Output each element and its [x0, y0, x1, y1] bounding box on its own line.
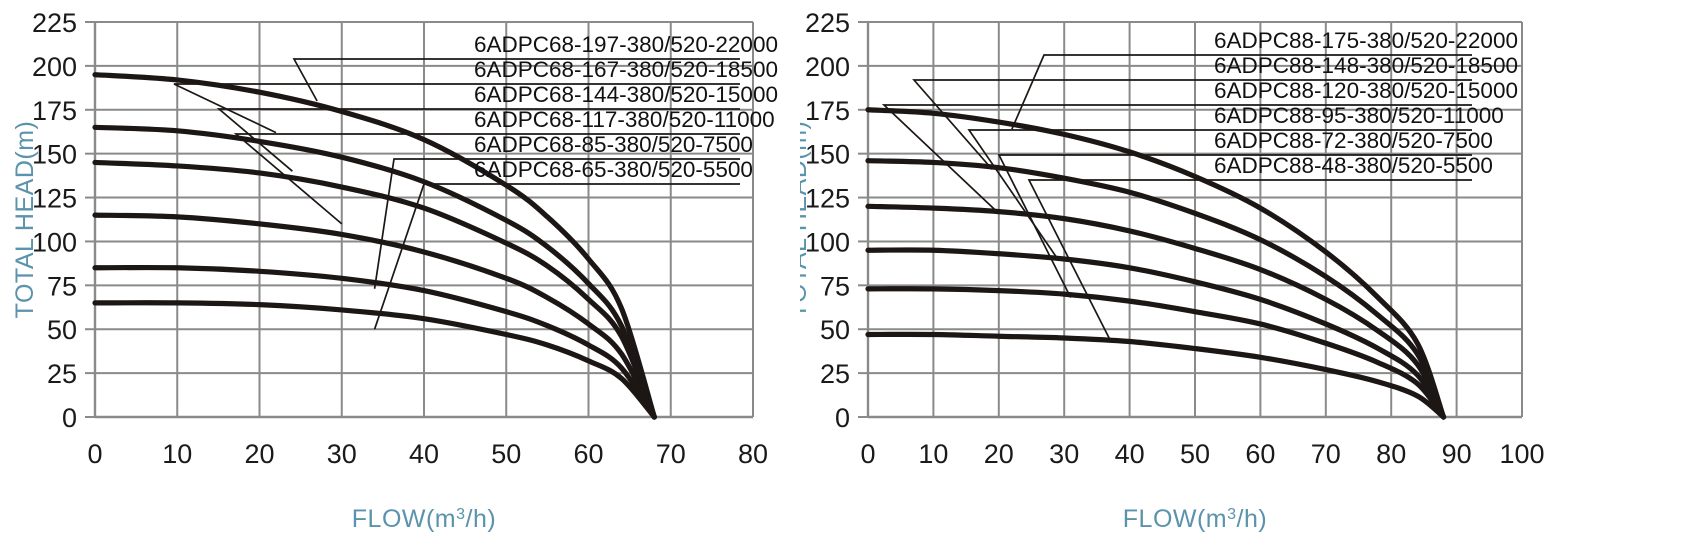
y-tick-label: 0 — [835, 403, 850, 433]
y-axis-tick-labels: 0 25 50 75 100 125 150 175 200 225 — [805, 8, 850, 433]
legend-leader-line — [997, 154, 1214, 298]
x-axis-tick-labels: 0 10 20 30 40 50 60 70 80 — [87, 439, 768, 469]
legend-leader-line — [912, 79, 1214, 171]
x-tick-label: 70 — [656, 439, 686, 469]
performance-curve — [865, 203, 1447, 420]
legend-label: 6ADPC68-85-380/520-7500 — [474, 132, 753, 157]
x-tick-label: 10 — [918, 439, 948, 469]
tick-marks — [85, 21, 95, 418]
y-tick-label: 0 — [62, 403, 77, 433]
y-tick-label: 150 — [805, 140, 850, 170]
legend-label: 6ADPC68-144-380/520-15000 — [474, 82, 778, 107]
legend-leader-line — [967, 129, 1214, 260]
x-tick-label: 30 — [1049, 439, 1079, 469]
x-tick-label: 0 — [87, 439, 102, 469]
x-tick-label: 50 — [1180, 439, 1210, 469]
y-tick-label: 200 — [805, 52, 850, 82]
performance-curve — [865, 158, 1447, 420]
legend-label: 6ADPC68-65-380/520-5500 — [474, 157, 753, 182]
performance-chart-6adpc68: 0 25 50 75 100 125 150 175 200 225 0 10 20 30 40 50 60 70… — [11, 8, 778, 533]
x-tick-label: 20 — [984, 439, 1014, 469]
chart-panel-6adpc88: 0 25 50 75 100 125 150 175 200 225 0 10 20 30 40 50 60 70… — [800, 0, 1708, 557]
performance-curve — [865, 107, 1447, 420]
y-tick-label: 75 — [47, 271, 77, 301]
legend-leader-line — [881, 104, 1214, 215]
x-tick-label: 90 — [1442, 439, 1472, 469]
performance-curve — [865, 331, 1447, 420]
y-tick-label: 225 — [32, 8, 77, 38]
y-tick-label: 200 — [32, 52, 77, 82]
x-tick-label: 50 — [491, 439, 521, 469]
y-tick-label: 25 — [47, 359, 77, 389]
legend-leader-line — [216, 108, 474, 172]
y-tick-label: 125 — [32, 184, 77, 214]
performance-curves — [92, 72, 657, 420]
x-axis-tick-labels: 0 10 20 30 40 50 60 70 80 90 100 — [860, 439, 1544, 469]
chart-panel-6adpc68: 0 25 50 75 100 125 150 175 200 225 0 10 20 30 40 50 60 70… — [0, 0, 790, 557]
y-tick-label: 175 — [32, 96, 77, 126]
x-tick-label: 60 — [573, 439, 603, 469]
legend-label: 6ADPC88-72-380/520-7500 — [1214, 128, 1493, 153]
tick-marks — [858, 21, 868, 418]
curve-legend: 6ADPC68-197-380/520-220006ADPC68-167-380… — [173, 32, 778, 330]
x-tick-label: 10 — [162, 439, 192, 469]
performance-curve — [92, 159, 657, 420]
performance-curve — [865, 286, 1447, 420]
x-tick-label: 0 — [860, 439, 875, 469]
y-tick-label: 50 — [47, 315, 77, 345]
legend-label: 6ADPC88-48-380/520-5500 — [1214, 153, 1493, 178]
y-axis-title: TOTAL HEAD(m) — [800, 121, 812, 319]
x-tick-label: 80 — [1376, 439, 1406, 469]
x-tick-label: 100 — [1499, 439, 1544, 469]
legend-label: 6ADPC68-197-380/520-22000 — [474, 32, 778, 57]
performance-curve — [92, 212, 657, 420]
x-axis-title: FLOW(m3/h) — [352, 505, 496, 533]
y-tick-label: 150 — [32, 140, 77, 170]
performance-curve — [92, 300, 657, 420]
legend-label: 6ADPC88-148-380/520-18500 — [1214, 53, 1518, 78]
y-tick-label: 50 — [820, 315, 850, 345]
legend-leader-line — [233, 133, 474, 225]
legend-label: 6ADPC88-175-380/520-22000 — [1214, 28, 1518, 53]
legend-leader-line — [292, 58, 474, 102]
legend-label: 6ADPC88-95-380/520-11000 — [1214, 103, 1504, 128]
performance-curve — [92, 264, 657, 420]
legend-label: 6ADPC68-117-380/520-11000 — [474, 107, 775, 132]
x-tick-label: 40 — [409, 439, 439, 469]
performance-curves — [865, 107, 1447, 420]
y-tick-label: 225 — [805, 8, 850, 38]
grid — [93, 21, 754, 419]
legend-label: 6ADPC88-120-380/520-15000 — [1214, 78, 1518, 103]
curve-legend: 6ADPC88-175-380/520-220006ADPC88-148-380… — [881, 28, 1518, 341]
x-tick-label: 30 — [327, 439, 357, 469]
legend-leader-line — [373, 183, 474, 330]
y-tick-label: 175 — [805, 96, 850, 126]
legend-leader-line — [1027, 179, 1214, 341]
performance-curve — [92, 124, 657, 420]
x-tick-label: 70 — [1311, 439, 1341, 469]
legend-label: 6ADPC68-167-380/520-18500 — [474, 57, 778, 82]
x-tick-label: 60 — [1245, 439, 1275, 469]
x-tick-label: 40 — [1115, 439, 1145, 469]
x-tick-label: 20 — [244, 439, 274, 469]
y-tick-label: 125 — [805, 184, 850, 214]
y-axis-title: TOTAL HEAD(m) — [11, 121, 39, 319]
y-tick-label: 25 — [820, 359, 850, 389]
legend-leader-line — [173, 83, 474, 134]
y-tick-label: 100 — [32, 227, 77, 257]
y-tick-label: 100 — [805, 227, 850, 257]
x-axis-title: FLOW(m3/h) — [1123, 505, 1267, 533]
legend-leader-line — [373, 158, 474, 289]
x-tick-label: 80 — [738, 439, 768, 469]
performance-curve — [865, 247, 1447, 420]
performance-chart-6adpc88: 0 25 50 75 100 125 150 175 200 225 0 10 20 30 40 50 60 70… — [800, 8, 1545, 533]
y-tick-label: 75 — [820, 271, 850, 301]
y-axis-tick-labels: 0 25 50 75 100 125 150 175 200 225 — [32, 8, 77, 433]
